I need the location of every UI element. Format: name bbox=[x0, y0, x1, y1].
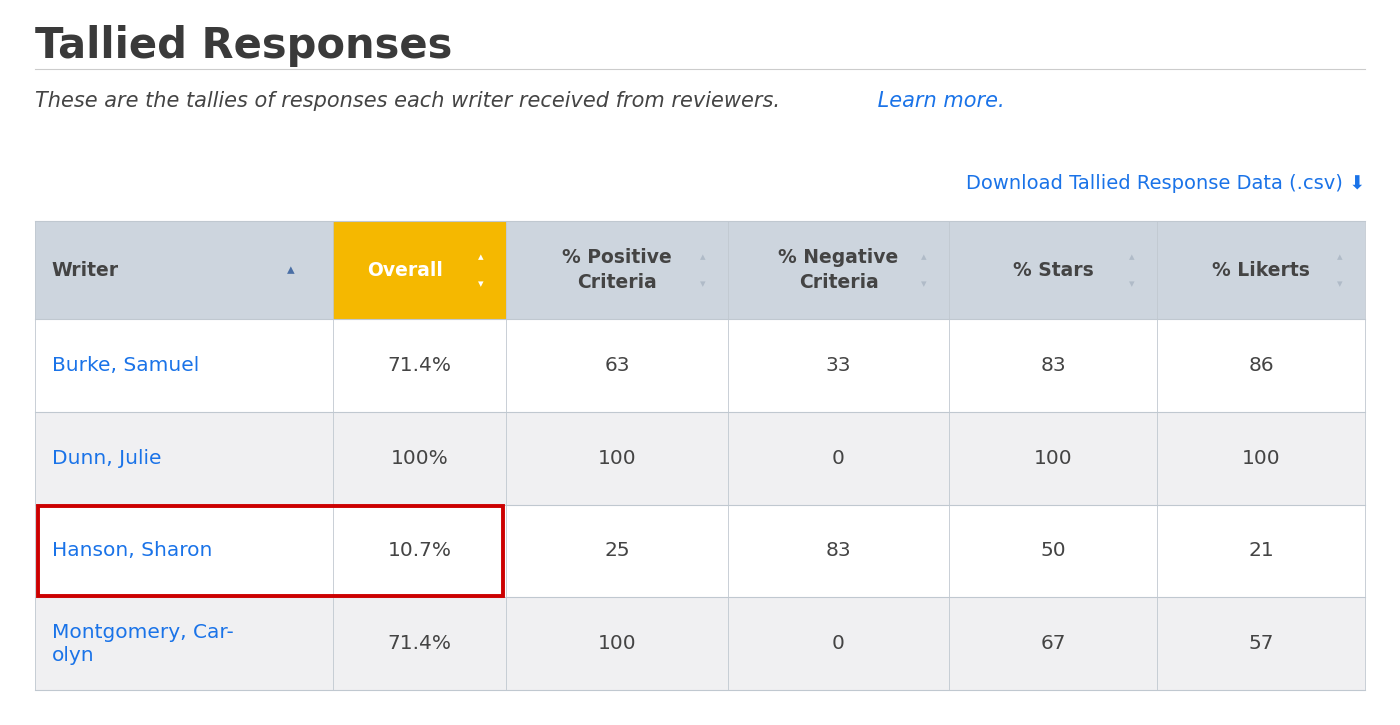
Text: Learn more.: Learn more. bbox=[871, 91, 1004, 111]
Text: ▴: ▴ bbox=[477, 252, 483, 262]
Text: ▾: ▾ bbox=[921, 280, 927, 289]
Text: 86: 86 bbox=[1249, 356, 1274, 375]
Text: Montgomery, Car-
olyn: Montgomery, Car- olyn bbox=[52, 623, 234, 665]
Bar bbox=[333, 221, 505, 319]
Text: ▾: ▾ bbox=[700, 280, 706, 289]
Text: % Likerts: % Likerts bbox=[1212, 260, 1310, 280]
Bar bbox=[35, 412, 1365, 505]
Text: Hanson, Sharon: Hanson, Sharon bbox=[52, 542, 213, 560]
Text: ▴: ▴ bbox=[921, 252, 927, 262]
Text: Writer: Writer bbox=[52, 260, 119, 280]
Text: 83: 83 bbox=[1040, 356, 1065, 375]
Text: Burke, Samuel: Burke, Samuel bbox=[52, 356, 199, 375]
Text: 10.7%: 10.7% bbox=[388, 542, 451, 560]
Text: % Negative
Criteria: % Negative Criteria bbox=[778, 248, 899, 292]
Text: ▾: ▾ bbox=[1337, 280, 1343, 289]
Text: 67: 67 bbox=[1040, 634, 1065, 653]
Text: 0: 0 bbox=[832, 634, 846, 653]
Text: 21: 21 bbox=[1249, 542, 1274, 560]
Text: 100: 100 bbox=[1035, 449, 1072, 468]
Text: Dunn, Julie: Dunn, Julie bbox=[52, 449, 161, 468]
Text: 0: 0 bbox=[832, 449, 846, 468]
Text: 100%: 100% bbox=[391, 449, 448, 468]
Text: Tallied Responses: Tallied Responses bbox=[35, 25, 452, 67]
Text: 100: 100 bbox=[1242, 449, 1281, 468]
Text: Overall: Overall bbox=[368, 260, 444, 280]
Bar bbox=[35, 319, 1365, 412]
Bar bbox=[35, 221, 1365, 319]
Text: 50: 50 bbox=[1040, 542, 1065, 560]
Bar bbox=[35, 505, 1365, 597]
Text: 25: 25 bbox=[603, 542, 630, 560]
Text: 57: 57 bbox=[1249, 634, 1274, 653]
Text: Download Tallied Response Data (.csv) ⬇: Download Tallied Response Data (.csv) ⬇ bbox=[966, 174, 1365, 193]
Bar bbox=[35, 597, 1365, 690]
Text: 100: 100 bbox=[598, 634, 636, 653]
Bar bbox=[38, 506, 503, 596]
Text: 63: 63 bbox=[605, 356, 630, 375]
Text: % Stars: % Stars bbox=[1014, 260, 1093, 280]
Text: ▴: ▴ bbox=[1130, 252, 1135, 262]
Text: ▴: ▴ bbox=[700, 252, 706, 262]
Text: These are the tallies of responses each writer received from reviewers.: These are the tallies of responses each … bbox=[35, 91, 780, 111]
Text: ▴: ▴ bbox=[1337, 252, 1343, 262]
Text: % Positive
Criteria: % Positive Criteria bbox=[561, 248, 672, 292]
Text: 33: 33 bbox=[826, 356, 851, 375]
Text: 83: 83 bbox=[826, 542, 851, 560]
Text: ▾: ▾ bbox=[477, 280, 483, 289]
Text: 100: 100 bbox=[598, 449, 636, 468]
Text: ▴: ▴ bbox=[287, 262, 294, 278]
Text: ▾: ▾ bbox=[1130, 280, 1135, 289]
Text: 71.4%: 71.4% bbox=[388, 634, 451, 653]
Text: 71.4%: 71.4% bbox=[388, 356, 451, 375]
